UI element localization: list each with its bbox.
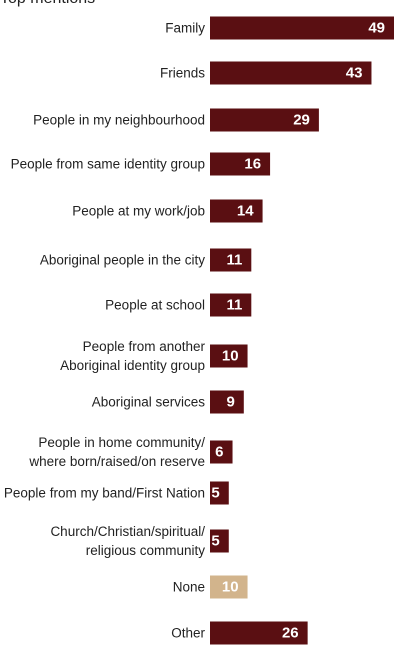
bar-value-label: 11	[226, 297, 242, 314]
bar-value-label: 14	[237, 203, 254, 220]
category-label: Aboriginal identity group	[60, 358, 205, 373]
category-label: People in my neighbourhood	[33, 113, 205, 128]
bar	[210, 152, 271, 176]
category-label: Church/Christian/spiritual/	[50, 524, 205, 539]
bar	[210, 390, 244, 414]
bar-value-label: 26	[282, 625, 299, 642]
bar-value-label: 16	[244, 156, 261, 173]
bar	[210, 199, 263, 223]
category-label: People in home community/	[38, 435, 205, 450]
bar	[210, 529, 229, 553]
bar	[210, 248, 252, 272]
category-label: Family	[165, 21, 205, 36]
bar	[210, 108, 319, 132]
category-label: People at my work/job	[72, 204, 205, 219]
category-label: People from another	[83, 339, 206, 354]
bar-value-label: 5	[211, 485, 219, 502]
bar-value-label: 10	[222, 579, 239, 596]
category-label: Other	[171, 626, 205, 641]
category-label: religious community	[86, 543, 206, 558]
category-label: Aboriginal people in the city	[40, 253, 205, 268]
category-label: Aboriginal services	[92, 395, 206, 410]
bar-value-label: 43	[346, 65, 363, 82]
bar-value-label: 29	[293, 112, 310, 129]
bar	[210, 440, 233, 464]
bar	[210, 344, 248, 368]
category-label: where born/raised/on reserve	[28, 454, 205, 469]
bar	[210, 293, 252, 317]
bar	[210, 621, 308, 645]
bar-value-label: 9	[226, 394, 234, 411]
chart-title: Top mentions	[0, 0, 95, 8]
bar	[210, 481, 229, 505]
bar-value-label: 11	[226, 252, 242, 269]
category-label: People at school	[105, 298, 205, 313]
bar-value-label: 6	[215, 444, 223, 461]
category-label: Friends	[160, 66, 205, 81]
bar	[210, 16, 394, 40]
bar-value-label: 49	[368, 20, 385, 37]
category-label: People from same identity group	[11, 157, 205, 172]
bar	[210, 61, 372, 85]
category-label: None	[173, 580, 205, 595]
category-label: People from my band/First Nation	[4, 486, 205, 501]
bar	[210, 575, 248, 599]
bar-value-label: 5	[211, 533, 219, 550]
bar-value-label: 10	[222, 348, 239, 365]
